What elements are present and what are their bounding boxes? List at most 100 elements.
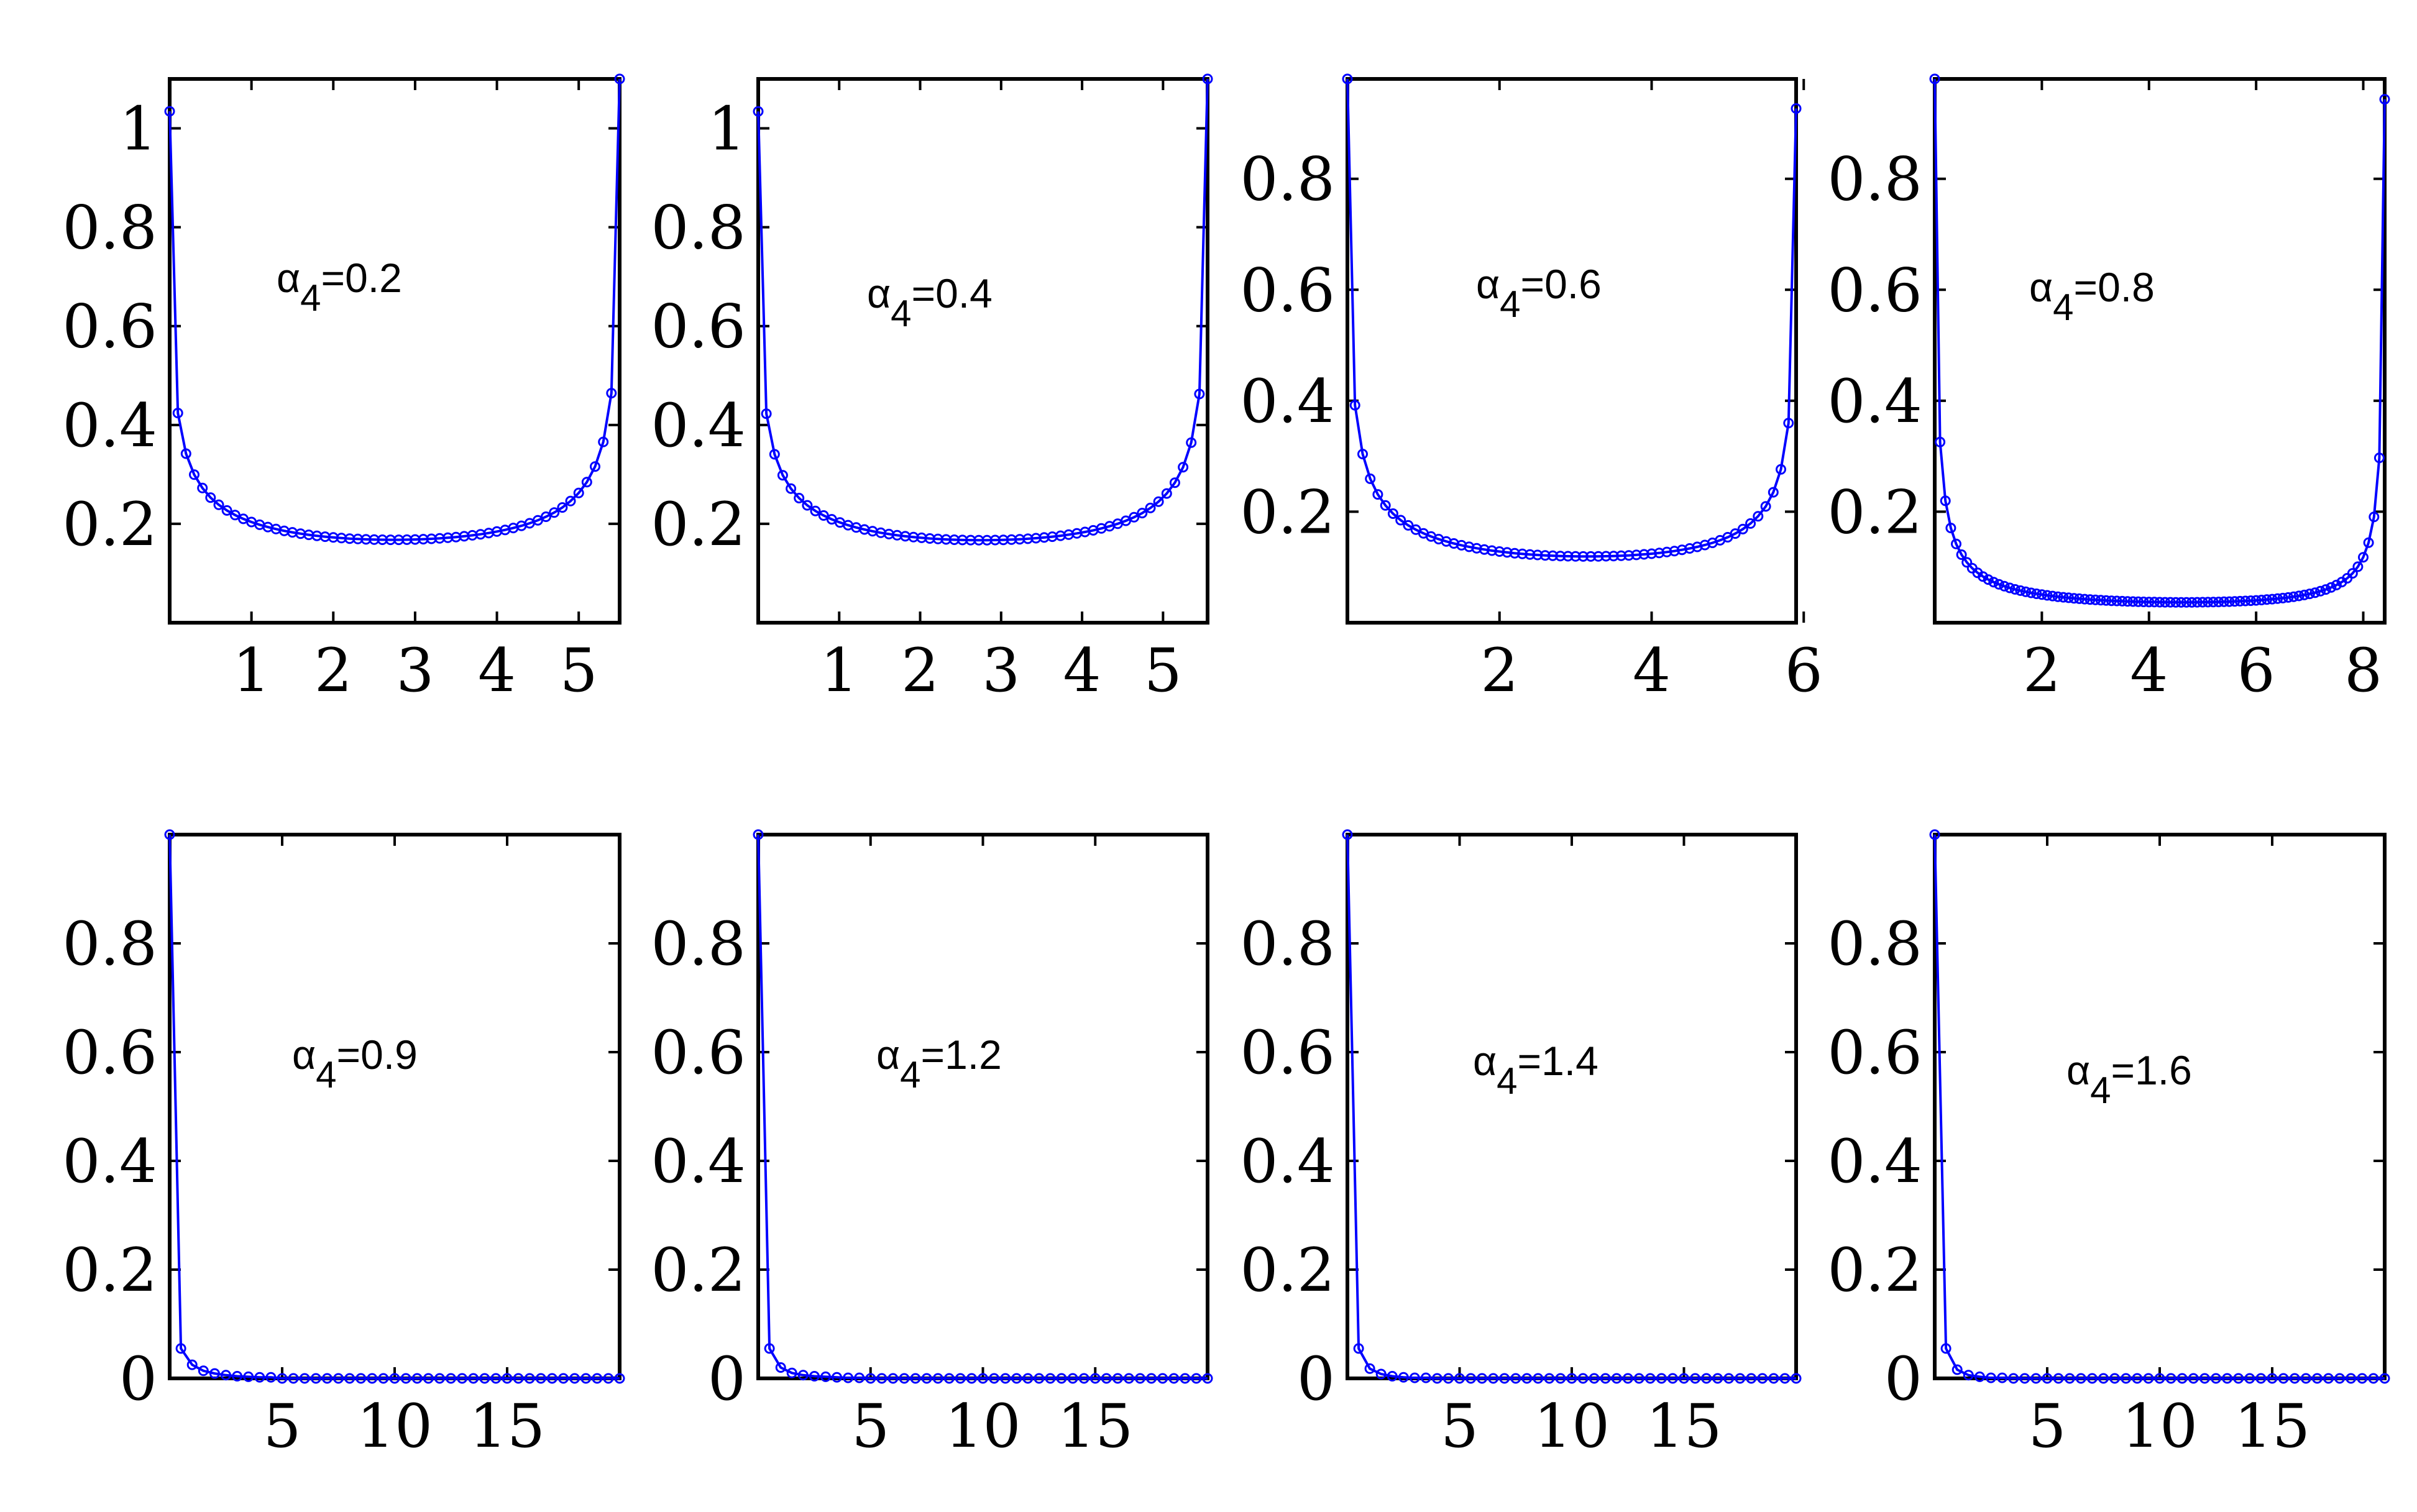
data-point [2203,597,2214,608]
data-point [1940,495,1951,506]
y-tick-label: 0.4 [651,391,746,460]
y-tick-label: 0.4 [62,1127,157,1196]
data-point [2109,1373,2121,1384]
data-point [876,1373,887,1384]
data-point [1555,551,1566,562]
data-point [1454,1373,1465,1384]
data-point [943,1373,955,1384]
data-point [254,1372,265,1383]
x-tick-label: 10 [1534,1391,1610,1461]
data-point [1768,487,1779,498]
data-point [1600,551,1612,562]
alpha-annotation: α4=1.4 [1473,1038,1598,1102]
x-tick-label: 15 [2234,1391,2310,1461]
data-point [786,1367,797,1378]
data-point [1631,549,1642,561]
data-point [2289,1373,2300,1384]
data-point [1679,1373,1689,1384]
data-point [2358,552,2369,563]
y-tick-label: 0.8 [1827,145,1922,214]
data-point [288,1373,299,1384]
data-point [2019,1373,2030,1384]
data-point [1737,523,1748,534]
y-tick-label: 0 [1884,1344,1922,1414]
data-point [1502,547,1513,558]
data-point [2122,596,2133,607]
data-point [2068,593,2080,604]
data-point [1403,520,1414,531]
data-point [2042,590,2053,601]
data-point [2326,582,2337,593]
data-point [775,1362,786,1373]
data-point [2213,597,2224,608]
data-point [769,449,780,460]
data-point [1983,574,1994,585]
data-point [2074,593,2085,604]
data-point [1997,1372,2008,1383]
data-point [606,388,617,399]
data-point [598,436,609,447]
data-point [1616,550,1626,561]
data-point [1646,548,1657,559]
data-point [1701,1373,1712,1384]
data-point [2334,1373,2346,1384]
x-tick-label: 4 [1633,636,1671,705]
data-point [2008,1373,2019,1384]
data-point [2234,595,2245,607]
data-point [899,1373,910,1384]
y-tick-label: 0.4 [62,391,157,460]
data-point [2004,582,2016,593]
y-tick-label: 0.6 [651,1018,746,1088]
y-tick-label: 0.6 [62,1018,157,1088]
x-tick-label: 15 [1057,1391,1133,1461]
data-point [2272,593,2283,604]
x-tick-label: 6 [2237,636,2275,705]
y-tick-label: 0.6 [1827,1018,1922,1088]
alpha-annotation: α4=1.6 [2066,1047,2192,1111]
y-tick-label: 0.6 [651,292,746,362]
data-point [2224,596,2235,607]
alpha-annotation: α4=0.4 [867,270,993,334]
data-point [809,1371,820,1381]
data-point [569,1373,580,1384]
data-point [1477,1373,1488,1384]
data-point [1380,500,1391,511]
data-point [832,1372,842,1383]
data-point [2079,593,2090,605]
data-point [1011,1373,1022,1384]
x-tick-label: 4 [2130,636,2168,705]
subplot-6: 5 10 15 0 0.2 0.4 0.6 0.8 α4=1.2 [651,829,1213,1461]
data-point [1349,400,1360,411]
data-point [1089,1373,1101,1384]
data-point [1608,551,1619,562]
data-point [189,469,200,480]
data-point [2133,596,2144,607]
data-point [333,1373,344,1384]
y-tick-label: 0.4 [651,1127,746,1196]
data-point [1956,549,1967,560]
data-point [1746,1373,1757,1384]
data-point [2277,592,2288,603]
data-point [1768,1373,1779,1384]
data-point [209,1368,220,1379]
data-point [197,482,208,493]
data-point [1760,501,1771,512]
data-point [265,1372,277,1383]
data-point [1194,388,1205,400]
data-point [2261,594,2272,605]
y-tick-label: 0 [1297,1344,1335,1414]
data-point [1999,580,2010,592]
data-point [1723,1373,1735,1384]
data-point [344,1373,355,1384]
y-tick-label: 0.8 [651,909,746,979]
y-tick-label: 0.2 [651,490,746,559]
data-point [1757,1373,1768,1384]
data-point [978,1373,988,1384]
data-point [1570,551,1581,562]
data-point [2311,1373,2323,1384]
data-point [1022,1373,1034,1384]
data-point [1633,1373,1644,1384]
data-point [535,1373,546,1384]
x-tick-label: 3 [396,636,434,705]
data-point [1153,496,1164,507]
